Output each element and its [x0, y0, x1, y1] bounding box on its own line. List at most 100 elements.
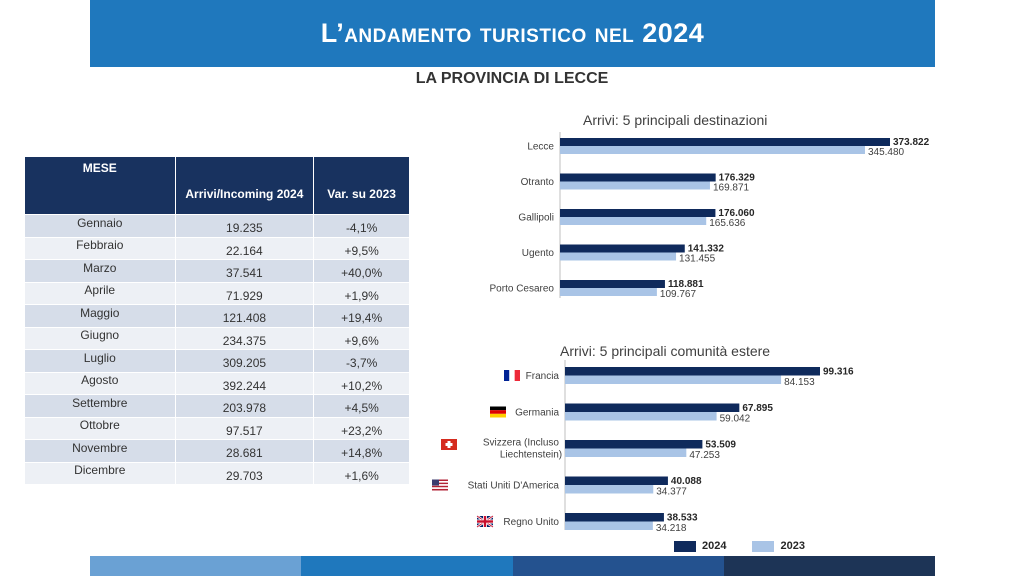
month-cell: Ottobre [24, 416, 176, 440]
data-label-2023: 84.153 [784, 377, 815, 388]
table-row: Ottobre 97.517 +23,2% [24, 416, 410, 440]
month-cell: Agosto [24, 371, 176, 395]
bottom-bar-segment [723, 556, 935, 576]
variation-cell: -3,7% [313, 349, 410, 373]
monthly-arrivals-table: MESE Arrivi/Incoming 2024 Var. su 2023 G… [24, 156, 410, 485]
category-label: Svizzera (Incluso [483, 438, 560, 449]
data-label-2023: 165.636 [709, 218, 746, 229]
table-row: Agosto 392.244 +10,2% [24, 371, 410, 395]
category-label: Stati Uniti D'America [468, 481, 560, 492]
bottom-bar-segment [512, 556, 724, 576]
variation-cell: +10,2% [313, 371, 410, 395]
arrivals-cell: 22.164 [174, 236, 315, 260]
arrivals-cell: 29.703 [174, 461, 315, 485]
variation-cell: -4,1% [313, 214, 410, 238]
bar-2024 [560, 209, 716, 217]
bottom-bar-segment [301, 556, 513, 576]
bar-2024 [560, 173, 716, 182]
arrivals-cell: 37.541 [174, 259, 315, 283]
legend-item-2024: 2024 [674, 540, 726, 552]
page-title: L’andamento turistico nel 2024 [320, 18, 705, 48]
bar-2023 [560, 288, 657, 296]
header-arrivals: Arrivi/Incoming 2024 [174, 156, 315, 215]
variation-cell: +14,8% [313, 439, 410, 463]
bar-2023 [565, 521, 653, 530]
variation-cell: +9,5% [313, 236, 410, 260]
table-row: Luglio 309.205 -3,7% [24, 349, 410, 373]
data-label-2023: 169.871 [713, 183, 750, 194]
data-label-2024: 99.316 [823, 367, 854, 378]
flag-switzerland-icon [441, 439, 457, 450]
bar-2024 [565, 440, 703, 449]
data-label-2024: 38.533 [667, 513, 698, 524]
category-label: Liechtenstein) [500, 450, 562, 461]
arrivals-cell: 97.517 [174, 416, 315, 440]
page-subtitle: LA PROVINCIA DI LECCE [415, 70, 609, 87]
bar-2023 [565, 448, 687, 457]
data-label-2024: 176.060 [718, 208, 755, 219]
bar-2023 [560, 181, 710, 190]
data-label-2023: 47.253 [689, 450, 720, 461]
variation-cell: +23,2% [313, 416, 410, 440]
bar-2024 [560, 280, 665, 288]
arrivals-cell: 19.235 [174, 214, 315, 238]
category-label: Otranto [521, 177, 555, 188]
table-row: Novembre 28.681 +14,8% [24, 439, 410, 463]
bar-2023 [560, 217, 707, 225]
bar-2024 [565, 476, 668, 485]
month-cell: Aprile [24, 281, 176, 305]
flag-germany-icon [490, 406, 506, 418]
data-label-2024: 118.881 [668, 279, 704, 290]
data-label-2023: 345.480 [868, 147, 905, 158]
data-label-2024: 40.088 [671, 476, 702, 487]
legend-item-2023: 2023 [752, 540, 805, 552]
bar-2024 [565, 513, 664, 522]
arrivals-cell: 309.205 [174, 349, 315, 373]
communities-chart-title: Arrivi: 5 principali comunità estere [560, 343, 771, 359]
title-banner: L’andamento turistico nel 2024 [90, 0, 935, 67]
data-label-2024: 53.509 [705, 440, 736, 451]
bar-2023 [565, 485, 654, 494]
bar-2024 [560, 244, 685, 253]
month-cell: Settembre [24, 394, 176, 418]
category-label: Francia [526, 371, 560, 382]
data-label-2023: 131.455 [679, 254, 716, 265]
data-label-2024: 176.329 [719, 173, 756, 184]
category-label: Gallipoli [518, 213, 554, 224]
bar-2024 [560, 138, 890, 146]
legend-swatch-2023 [752, 540, 775, 552]
month-cell: Giugno [24, 326, 176, 350]
destinations-chart-title: Arrivi: 5 principali destinazioni [583, 112, 768, 128]
category-label: Germania [515, 408, 559, 419]
bar-2024 [565, 367, 820, 376]
table-row: Marzo 37.541 +40,0% [24, 259, 410, 283]
category-label: Regno Unito [503, 517, 559, 528]
legend-label-2024: 2024 [702, 540, 727, 552]
bar-2023 [565, 412, 717, 421]
arrivals-cell: 392.244 [174, 371, 315, 395]
table-row: Febbraio 22.164 +9,5% [24, 236, 410, 260]
variation-cell: +9,6% [313, 326, 410, 350]
month-cell: Marzo [24, 259, 176, 283]
bar-2023 [560, 146, 865, 154]
category-label: Lecce [527, 142, 554, 153]
bar-2023 [560, 252, 677, 261]
table-header-row: MESE Arrivi/Incoming 2024 Var. su 2023 [24, 156, 410, 215]
data-label-2023: 59.042 [720, 414, 751, 425]
flag-uk-icon [476, 515, 494, 528]
header-variation: Var. su 2023 [313, 156, 410, 215]
bottom-bar-segment [90, 556, 302, 576]
month-cell: Gennaio [24, 214, 176, 238]
data-label-2024: 67.895 [742, 403, 773, 414]
flag-france-icon [504, 370, 520, 381]
category-label: Ugento [522, 248, 555, 259]
data-label-2024: 141.332 [688, 244, 725, 255]
data-label-2024: 373.822 [893, 137, 930, 148]
table-row: Aprile 71.929 +1,9% [24, 281, 410, 305]
flag-usa-icon [432, 479, 448, 491]
variation-cell: +1,6% [313, 461, 410, 485]
variation-cell: +19,4% [313, 304, 410, 328]
data-label-2023: 34.218 [656, 523, 687, 534]
month-cell: Maggio [24, 304, 176, 328]
variation-cell: +40,0% [313, 259, 410, 283]
